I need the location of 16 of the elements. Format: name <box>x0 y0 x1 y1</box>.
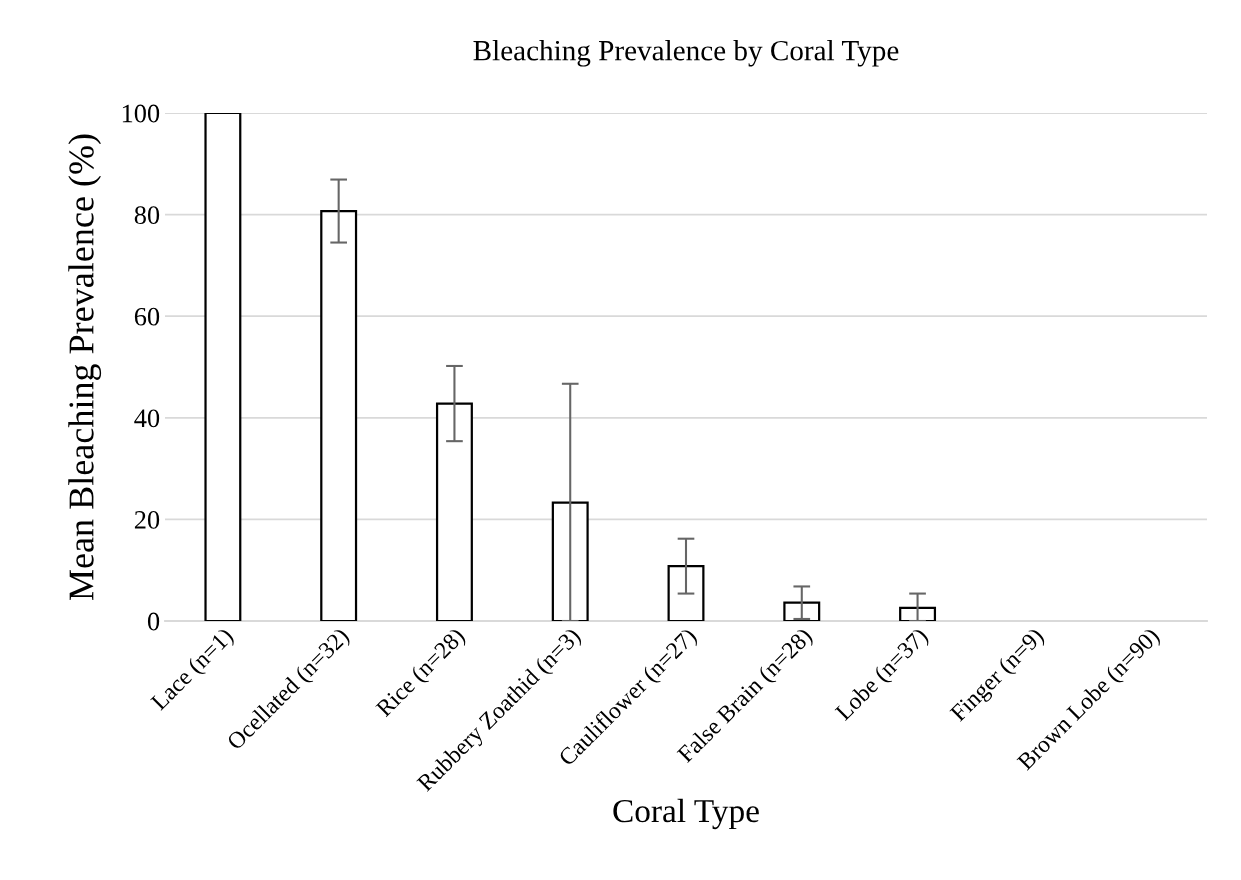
bar <box>551 501 589 621</box>
y-tick-label: 100 <box>122 104 160 123</box>
chart-title: Bleaching Prevalence by Coral Type <box>473 39 899 67</box>
y-tick-label: 80 <box>134 206 160 225</box>
y-axis-title: Mean Bleaching Prevalence (%) <box>68 134 102 601</box>
bar <box>320 209 358 621</box>
bar <box>204 113 242 621</box>
y-tick-label: 20 <box>134 511 160 529</box>
bar <box>667 565 705 621</box>
y-tick-label: 40 <box>134 409 160 428</box>
bar <box>899 606 937 621</box>
x-axis-title: Coral Type <box>613 798 759 830</box>
bar <box>435 402 473 621</box>
bar <box>783 601 821 621</box>
y-tick-label: 60 <box>134 307 160 326</box>
y-tick-label: 0 <box>147 612 160 631</box>
